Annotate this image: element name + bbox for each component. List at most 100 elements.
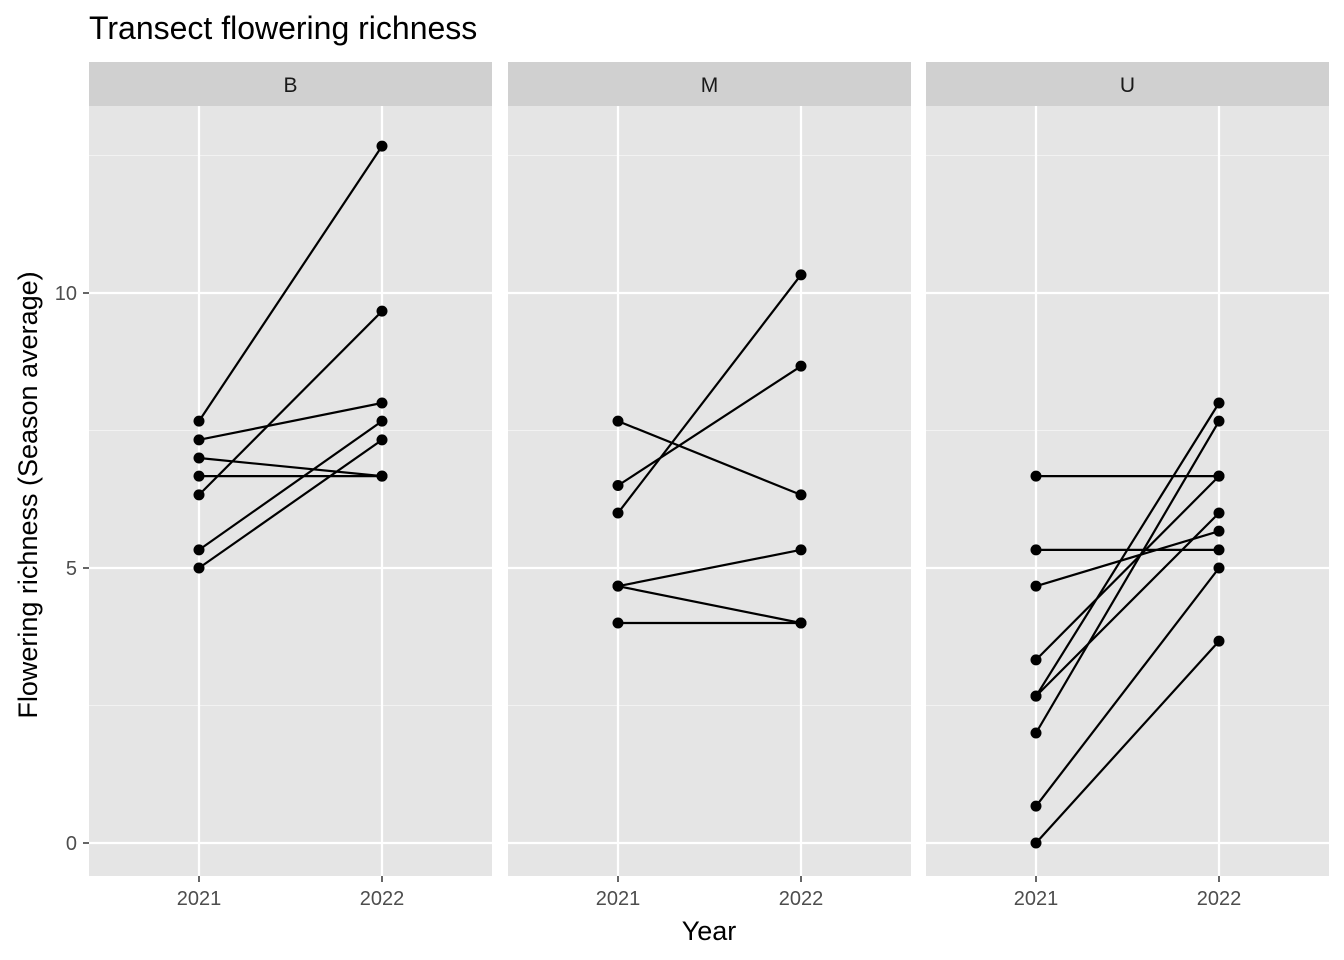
panel-background <box>926 106 1329 876</box>
series-line <box>1035 640 1220 844</box>
y-tick-label: 10 <box>55 283 77 305</box>
data-point <box>1213 562 1225 574</box>
data-point <box>376 305 388 317</box>
facet-strip-label: U <box>1120 74 1135 97</box>
data-point <box>1213 544 1225 556</box>
series-2 <box>193 305 388 501</box>
data-point <box>193 415 205 427</box>
series-line <box>1035 512 1220 697</box>
series-3 <box>1030 525 1225 592</box>
data-point <box>1030 654 1042 666</box>
data-point <box>376 434 388 446</box>
data-point <box>1030 690 1042 702</box>
series-line <box>617 365 802 487</box>
series-line <box>198 310 383 496</box>
facet-strip-label: B <box>283 74 297 97</box>
data-point <box>376 470 388 482</box>
y-axis-title: Flowering richness (Season average) <box>13 271 43 718</box>
data-point <box>1030 800 1042 812</box>
series-line <box>617 274 802 514</box>
data-point <box>193 470 205 482</box>
facet-strip <box>89 62 492 106</box>
series-line <box>1035 530 1220 588</box>
y-axis: 0 5 10 <box>55 283 89 855</box>
series-3 <box>193 397 388 446</box>
series-5 <box>193 434 388 574</box>
facet-panel-b: B 2021 2022 <box>89 62 492 910</box>
facet-panel-u: U 2021 2022 <box>926 62 1329 910</box>
data-point <box>193 544 205 556</box>
data-point <box>795 617 807 629</box>
facet-strip <box>508 62 911 106</box>
data-point <box>795 360 807 372</box>
series-9 <box>1030 635 1225 849</box>
data-point <box>376 397 388 409</box>
series-4 <box>193 415 388 556</box>
data-point <box>795 544 807 556</box>
series-line <box>617 548 802 588</box>
data-point <box>193 562 205 574</box>
x-tick-label: 2021 <box>596 888 641 910</box>
data-point <box>795 269 807 281</box>
data-point <box>1213 525 1225 537</box>
data-point <box>612 480 624 491</box>
data-point <box>1213 635 1225 647</box>
facet-strip <box>926 62 1329 106</box>
series-line <box>1035 420 1220 734</box>
series-8 <box>1030 562 1225 812</box>
facet-panels: B 2021 2022 M 2021 2022 U 2021 2022 <box>89 62 1329 910</box>
series-7 <box>1030 415 1225 739</box>
data-point <box>1030 470 1042 482</box>
series-1 <box>612 269 807 519</box>
data-point <box>795 489 807 501</box>
series-3 <box>612 415 807 501</box>
data-point <box>1030 837 1042 849</box>
series-line <box>617 585 802 625</box>
data-point <box>193 434 205 446</box>
data-point <box>193 452 205 464</box>
series-line <box>198 438 383 569</box>
facet-strip-label: M <box>701 74 719 97</box>
data-point <box>1030 580 1042 592</box>
series-1 <box>193 140 388 427</box>
x-tick-label: 2021 <box>1014 888 1059 910</box>
series-line <box>198 145 383 422</box>
data-point <box>1213 507 1225 519</box>
data-point <box>612 415 624 427</box>
data-point <box>193 489 205 501</box>
panel-background <box>89 106 492 876</box>
x-axis-title: Year <box>682 916 737 946</box>
x-tick-label: 2021 <box>177 888 222 910</box>
data-point <box>612 507 624 519</box>
series-4 <box>1030 470 1225 666</box>
x-tick-label: 2022 <box>779 888 824 910</box>
chart-title: Transect flowering richness <box>89 10 477 46</box>
series-line <box>617 420 802 496</box>
series-line <box>198 401 383 441</box>
y-tick-label: 0 <box>66 833 77 855</box>
series-line <box>1035 402 1220 697</box>
data-point <box>1213 470 1225 482</box>
x-tick-label: 2022 <box>1197 888 1242 910</box>
series-6 <box>612 617 807 629</box>
data-point <box>1213 397 1225 409</box>
data-point <box>376 140 388 152</box>
x-tick-label: 2022 <box>360 888 405 910</box>
series-2 <box>612 360 807 491</box>
series-line <box>198 420 383 551</box>
data-point <box>612 580 624 592</box>
data-point <box>612 617 624 629</box>
data-point <box>1030 727 1042 739</box>
data-point <box>1213 415 1225 427</box>
facet-panel-m: M 2021 2022 <box>508 62 911 910</box>
series-line <box>198 456 383 478</box>
data-point <box>1030 544 1042 556</box>
series-line <box>1035 567 1220 807</box>
data-point <box>376 415 388 427</box>
series-6 <box>1030 507 1225 702</box>
y-tick-label: 5 <box>66 558 77 580</box>
series-7 <box>193 470 388 482</box>
series-line <box>1035 475 1220 661</box>
panel-background <box>508 106 911 876</box>
